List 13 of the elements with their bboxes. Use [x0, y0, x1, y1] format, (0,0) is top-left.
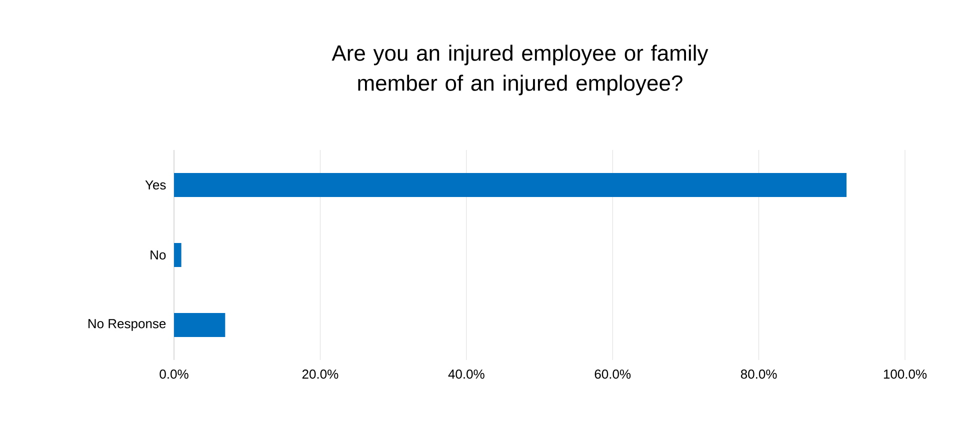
chart-title: Are you an injured employee or family member of an injured employee? — [332, 44, 708, 96]
bar — [174, 243, 182, 267]
x-tick-label: 100.0% — [884, 370, 927, 379]
x-tick-label: 40.0% — [448, 370, 484, 379]
y-tick-label: No — [150, 250, 166, 260]
bar — [174, 173, 847, 197]
x-tick-label: 0.0% — [160, 370, 188, 379]
y-tick-label: Yes — [145, 180, 166, 190]
x-tick-label: 80.0% — [740, 370, 777, 379]
y-tick-label: No Response — [88, 319, 166, 331]
x-tick-label: 20.0% — [302, 370, 338, 379]
bar — [174, 313, 226, 337]
x-tick-label: 60.0% — [594, 370, 631, 379]
